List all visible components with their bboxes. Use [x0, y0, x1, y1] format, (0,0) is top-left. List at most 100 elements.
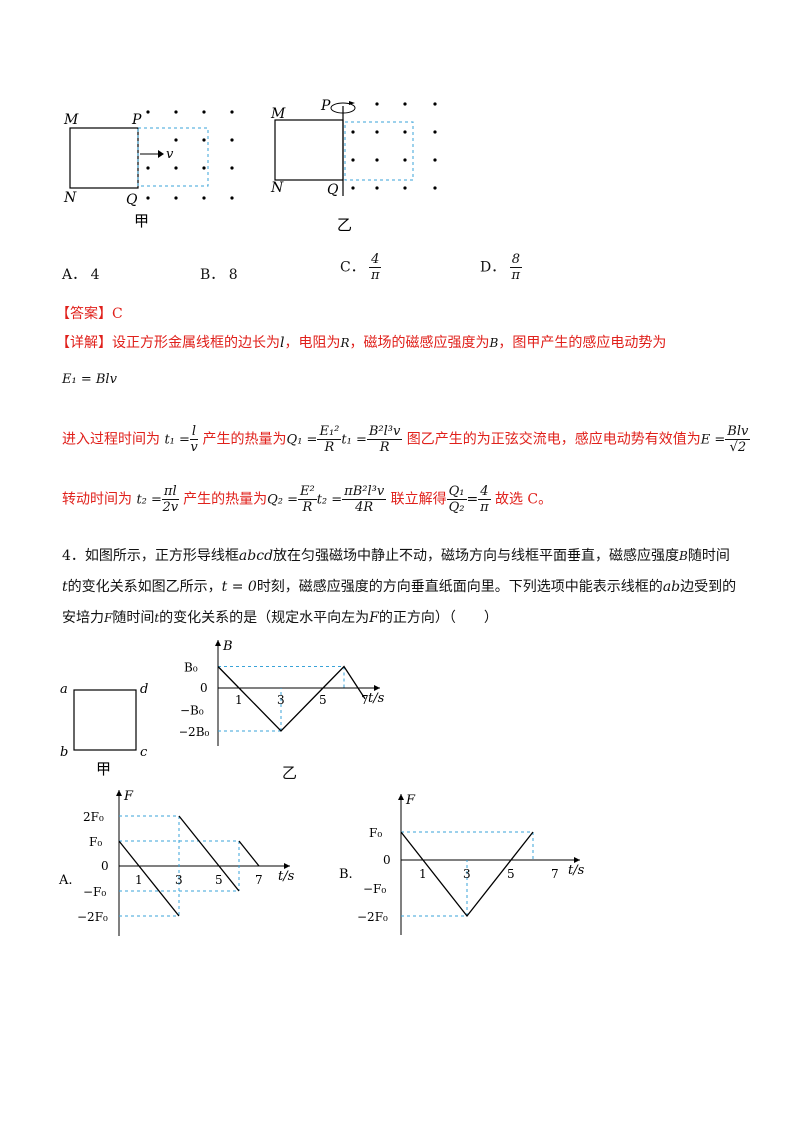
- y-tick-label: 0: [383, 853, 391, 867]
- frac-den: π: [480, 500, 489, 515]
- label-P: P: [131, 112, 142, 128]
- chart-option-a: Ft/s A. 2F₀ F₀ 0 −F₀ −2F₀ 1 3 5 7: [58, 789, 295, 936]
- detail-text: 产生的热量为: [183, 491, 268, 508]
- q4-text: 随时间: [112, 610, 155, 626]
- frac-num: Q₁: [446, 484, 467, 500]
- x-axis-arrow: [574, 857, 580, 863]
- frac-num: πl: [161, 484, 179, 500]
- y-axis-arrow: [116, 790, 122, 796]
- q4-text: 放在匀强磁场中静止不动，磁场方向与线框平面垂直，磁感应强度: [273, 548, 680, 564]
- y-tick-label: 2F₀: [83, 810, 104, 824]
- x-axis-label: t/s: [278, 869, 295, 884]
- option-c-den: π: [371, 268, 380, 283]
- label-M: M: [270, 106, 286, 122]
- detail-text: 进入过程时间为: [62, 431, 160, 448]
- frac-e1sq-r: E₁² R: [317, 424, 342, 455]
- series-segment-4: [238, 840, 260, 867]
- option-a: A． 4: [62, 264, 100, 284]
- series-segment-1: [118, 840, 180, 917]
- frac-num: B²l³v: [366, 424, 403, 440]
- q4-text: 4．如图所示，正方形导线框: [62, 548, 239, 564]
- label-Q: Q: [126, 192, 138, 208]
- eq-e: E =: [700, 432, 726, 448]
- y-tick-label: −F₀: [363, 882, 386, 896]
- var-ab: ab: [662, 579, 681, 595]
- x-tick-label: 1: [235, 693, 243, 707]
- x-tick-label: 5: [507, 867, 515, 881]
- var-F: F: [104, 611, 113, 625]
- detail-text: ，电阻为: [284, 335, 341, 351]
- detail-text: 设正方形金属线框的边长为: [112, 335, 280, 351]
- var-F: F: [369, 610, 379, 626]
- eq-t2-mid: t₂ =: [316, 492, 343, 508]
- label-P: P: [320, 98, 331, 114]
- caption-jia: 甲: [96, 760, 111, 776]
- y-tick-label: −2B₀: [180, 725, 210, 739]
- detail-text: 产生的热量为: [202, 431, 287, 448]
- frac-q1-q2: Q₁ Q₂: [446, 484, 467, 515]
- frac-den: 4R: [355, 500, 374, 515]
- label-N: N: [270, 180, 284, 196]
- x-axis-arrow: [374, 685, 380, 691]
- eq-q1: Q₁ =: [286, 432, 318, 448]
- option-b: B． 8: [200, 264, 238, 284]
- series-segment-3: [218, 865, 240, 892]
- detail-text: 图乙产生的为正弦交流电，感应电动势有效值为: [406, 431, 701, 448]
- frac-den: v: [190, 440, 198, 455]
- y-axis-label: B: [222, 639, 233, 654]
- frac-num: E₁²: [317, 424, 342, 440]
- y-tick-label: 0: [101, 859, 109, 873]
- frac-blv-sqrt2: Blv √2: [725, 424, 751, 455]
- option-d-label: D．: [480, 259, 506, 276]
- x-tick-label: 3: [277, 693, 285, 707]
- y-axis-label: F: [405, 793, 416, 808]
- var-B: B: [679, 549, 688, 563]
- q4-text: 的正方向）（ ）: [378, 610, 498, 626]
- q4-text: 随时间: [687, 548, 730, 564]
- answer-line: 【答案】C: [56, 303, 123, 323]
- x-axis-label: t/s: [368, 691, 385, 706]
- var-B: B: [489, 336, 499, 350]
- q4-text: 边受到的: [680, 579, 737, 595]
- y-axis-label: F: [123, 789, 134, 804]
- y-tick-label: F₀: [369, 826, 382, 840]
- y-tick-label: B₀: [184, 661, 198, 675]
- option-d-num: 8: [509, 252, 522, 268]
- eq-t1: t₁ =: [164, 432, 190, 448]
- detail-text: 故选 C。: [494, 491, 553, 508]
- equation-e1: E₁ = Blv: [62, 372, 117, 387]
- frac-den: 2v: [162, 500, 179, 515]
- option-a-value: 4: [90, 267, 100, 283]
- option-label: B.: [339, 867, 353, 882]
- q4-line-2: t的变化关系如图乙所示，t = 0时刻，磁感应强度的方向垂直纸面向里。下列选项中…: [62, 576, 736, 596]
- x-tick-label: 3: [463, 867, 471, 881]
- option-b-label: B．: [200, 267, 225, 283]
- x-tick-label: 1: [419, 867, 427, 881]
- detail-text: ，磁场的磁感应强度为: [349, 335, 490, 351]
- figure-top-jia: M N P Q v 甲: [63, 110, 234, 230]
- frac-num: l: [189, 424, 199, 440]
- detail-text: 联立解得: [390, 491, 447, 508]
- label-b: b: [60, 745, 68, 760]
- chart-option-b: Ft/s B. F₀0 −F₀ −2F₀ 1 3 5 7: [339, 793, 585, 935]
- caption-jia: 甲: [134, 212, 149, 230]
- frac-den: R: [324, 440, 335, 455]
- x-tick-label: 1: [135, 873, 143, 887]
- x-tick-label: 7: [361, 693, 369, 707]
- y-tick-label: F₀: [89, 835, 102, 849]
- var-t0: t = 0: [221, 579, 257, 595]
- y-axis-arrow: [398, 794, 404, 800]
- detail-text: ，图甲产生的感应电动势为: [498, 335, 667, 351]
- q4-text: 时刻，磁感应强度的方向垂直纸面向里。下列选项中能表示线框的: [256, 579, 663, 595]
- frac-den: R: [302, 500, 313, 515]
- eq-t2: t₂ =: [136, 492, 162, 508]
- frac-num: πB²l³v: [342, 484, 387, 500]
- x-axis-label: t/s: [568, 863, 585, 878]
- option-a-label: A．: [62, 267, 87, 283]
- eq-q2: Q₂ =: [267, 492, 298, 508]
